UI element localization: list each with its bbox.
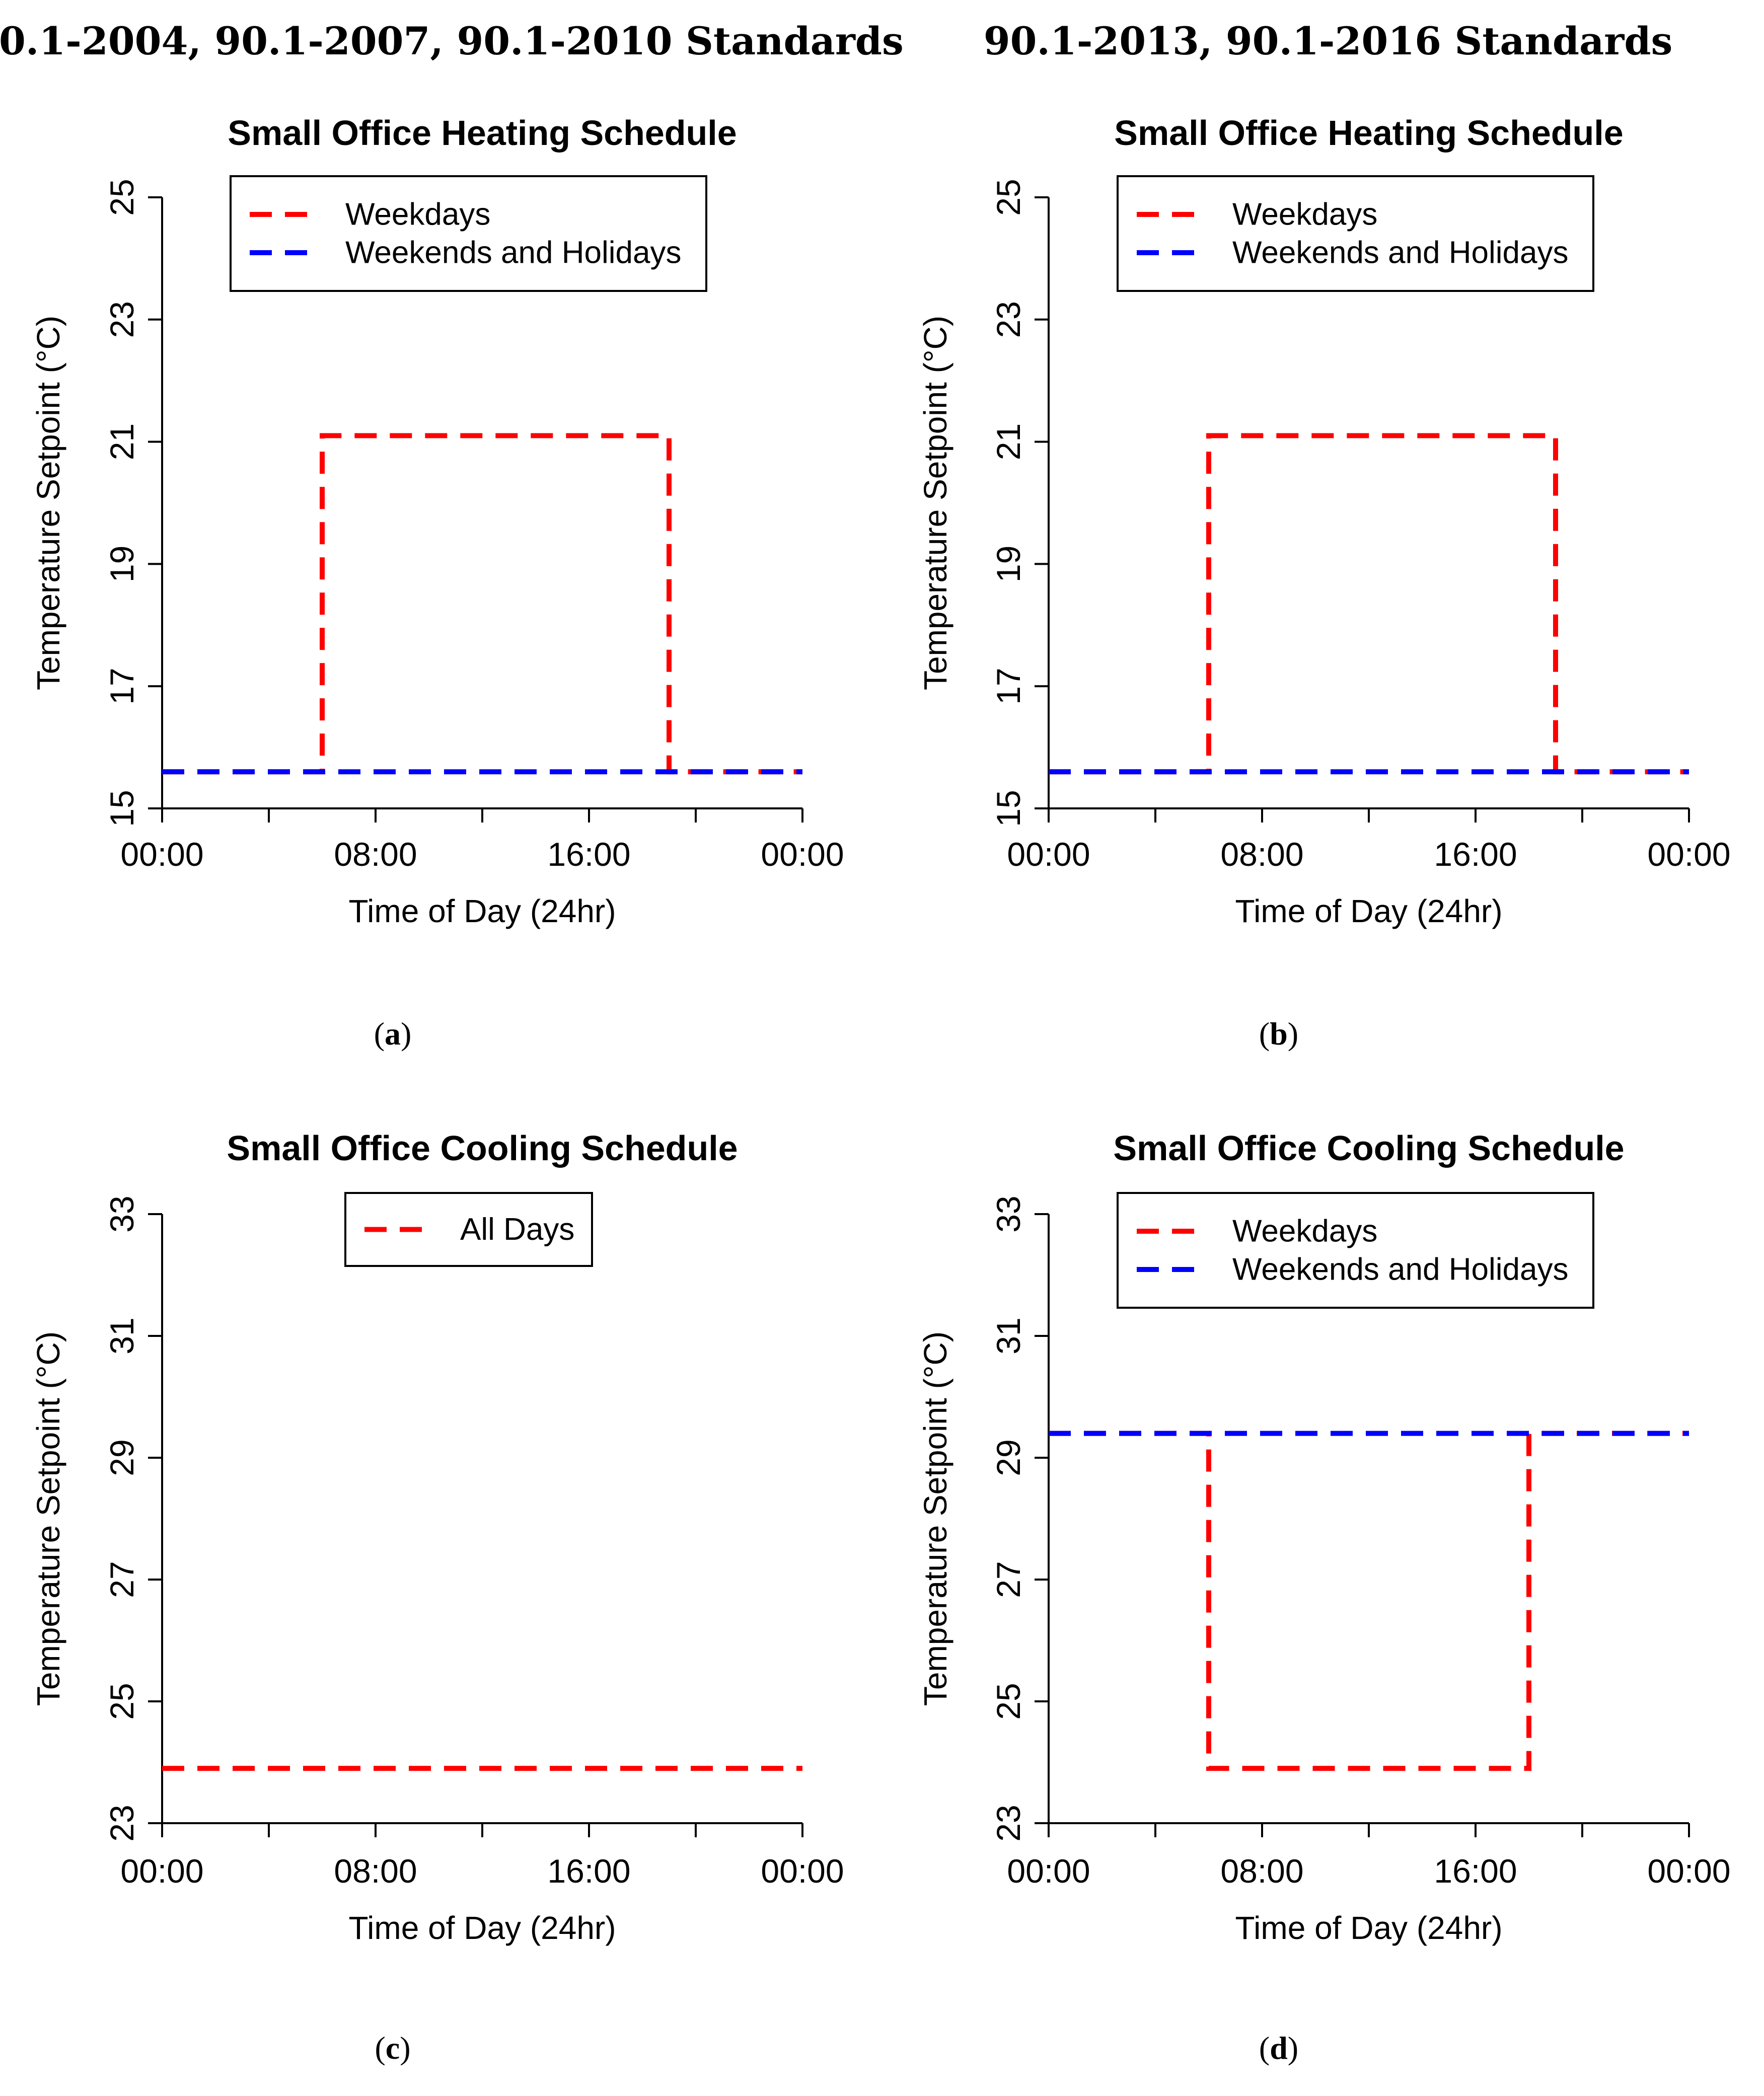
y-axis-label: Temperature Setpoint (°C) — [30, 1331, 66, 1706]
legend-entry: All Days — [460, 1212, 574, 1247]
y-tick-label: 17 — [990, 667, 1027, 704]
y-axis-label: Temperature Setpoint (°C) — [917, 316, 953, 690]
chart-panel-d: Small Office Cooling Schedule 00:00 08:00 1… — [917, 1129, 1731, 2066]
x-tick-label: 08:00 — [1220, 1852, 1303, 1890]
y-tick-label: 21 — [103, 423, 140, 460]
y-tick-label: 25 — [990, 1683, 1027, 1719]
y-tick-label: 23 — [103, 301, 140, 338]
legend-box — [1117, 175, 1594, 292]
x-axis-label: Time of Day (24hr) — [348, 1910, 616, 1946]
legend: All Days — [344, 1192, 593, 1267]
x-tick-label: 08:00 — [334, 836, 417, 873]
legend-box — [230, 175, 707, 292]
y-tick-label: 25 — [990, 179, 1027, 215]
y-tick-label: 15 — [103, 790, 140, 827]
x-tick-label: 08:00 — [1220, 836, 1303, 873]
chart-title: Small Office Cooling Schedule — [1113, 1129, 1624, 1168]
x-tick-label: 16:00 — [1434, 836, 1517, 873]
legend-box — [1117, 1192, 1594, 1309]
panel-caption: (d) — [1259, 2030, 1298, 2066]
legend-entry: Weekdays — [1232, 197, 1377, 232]
chart-title: Small Office Heating Schedule — [228, 113, 737, 153]
y-tick-label: 33 — [990, 1195, 1027, 1232]
y-axis-label: Temperature Setpoint (°C) — [30, 316, 66, 690]
y-tick-label: 33 — [103, 1195, 140, 1232]
y-tick-label: 17 — [103, 667, 140, 704]
x-tick-label: 00:00 — [1647, 836, 1730, 873]
x-tick-label: 16:00 — [1434, 1852, 1517, 1890]
y-axis-label: Temperature Setpoint (°C) — [917, 1331, 953, 1706]
legend-entry: Weekends and Holidays — [1232, 1252, 1568, 1287]
x-tick-label: 00:00 — [1647, 1852, 1730, 1890]
y-tick-label: 29 — [990, 1439, 1027, 1476]
panels: Small Office Heating Schedule 00:00 08:00 1… — [30, 113, 1731, 2066]
column-heading-left: 90.1-2004, 90.1-2007, 90.1-2010 Standard… — [0, 19, 904, 63]
x-tick-label: 16:00 — [547, 1852, 630, 1890]
y-tick-label: 31 — [990, 1317, 1027, 1354]
y-tick-label: 23 — [990, 301, 1027, 338]
x-axis-label: Time of Day (24hr) — [1235, 1910, 1502, 1946]
x-tick-label: 00:00 — [1007, 1852, 1090, 1890]
y-tick-label: 23 — [990, 1805, 1027, 1841]
chart-panel-b: Small Office Heating Schedule 00:00 08:00 1… — [917, 113, 1731, 1052]
y-tick-label: 25 — [103, 179, 140, 215]
y-tick-label: 29 — [103, 1439, 140, 1476]
y-tick-label: 27 — [103, 1561, 140, 1598]
x-axis-label: Time of Day (24hr) — [348, 893, 616, 929]
y-tick-label: 19 — [103, 546, 140, 582]
panel-caption: (a) — [374, 1016, 412, 1052]
legend: Weekdays Weekends and Holidays — [1117, 175, 1594, 292]
x-tick-label: 00:00 — [120, 836, 203, 873]
x-tick-label: 00:00 — [761, 836, 844, 873]
y-tick-label: 19 — [990, 546, 1027, 582]
legend-entry: Weekends and Holidays — [1232, 236, 1568, 270]
panel-caption: (b) — [1259, 1016, 1298, 1052]
column-heading-right: 90.1-2013, 90.1-2016 Standards — [984, 19, 1673, 63]
legend: Weekdays Weekends and Holidays — [230, 175, 707, 292]
panel-caption: (c) — [375, 2030, 410, 2066]
y-tick-label: 27 — [990, 1561, 1027, 1598]
x-tick-label: 08:00 — [334, 1852, 417, 1890]
x-tick-label: 00:00 — [761, 1852, 844, 1890]
legend-entry: Weekends and Holidays — [345, 236, 681, 270]
x-tick-label: 00:00 — [1007, 836, 1090, 873]
y-tick-label: 31 — [103, 1317, 140, 1354]
chart-panel-c: Small Office Cooling Schedule 00:00 08:00 1… — [30, 1129, 844, 2066]
x-tick-label: 00:00 — [120, 1852, 203, 1890]
legend-entry: Weekdays — [1232, 1214, 1377, 1249]
legend-entry: Weekdays — [345, 197, 490, 232]
chart-title: Small Office Cooling Schedule — [227, 1129, 738, 1168]
y-tick-label: 21 — [990, 423, 1027, 460]
y-tick-label: 25 — [103, 1683, 140, 1719]
chart-panel-a: Small Office Heating Schedule 00:00 08:00 1… — [30, 113, 844, 1052]
x-tick-label: 16:00 — [547, 836, 630, 873]
series-line-1 — [162, 433, 802, 775]
y-tick-label: 15 — [990, 790, 1027, 827]
series-line-1 — [1049, 1431, 1689, 1771]
chart-title: Small Office Heating Schedule — [1114, 113, 1623, 153]
y-tick-label: 23 — [103, 1805, 140, 1841]
series-line-1 — [1049, 433, 1689, 775]
x-axis-label: Time of Day (24hr) — [1235, 893, 1502, 929]
